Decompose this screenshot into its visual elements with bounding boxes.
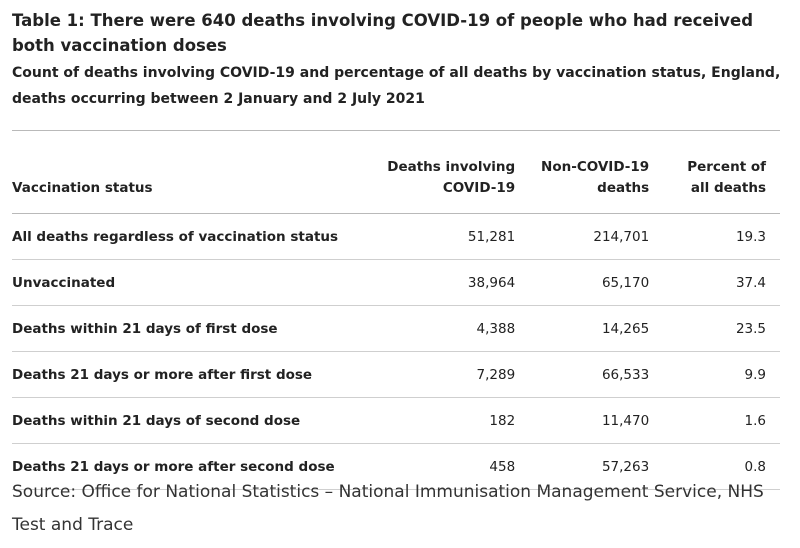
row-percent: 19.3	[649, 213, 780, 260]
table-row: Deaths within 21 days of first dose 4,38…	[12, 305, 780, 352]
row-covid-deaths: 51,281	[361, 213, 516, 260]
column-header-non-covid-deaths-label: Non-COVID-19 deaths	[541, 159, 650, 196]
row-status: Unvaccinated	[12, 259, 362, 306]
row-status: All deaths regardless of vaccination sta…	[12, 213, 362, 260]
row-status: Deaths 21 days or more after second dose	[12, 443, 362, 490]
row-percent: 0.8	[649, 443, 780, 490]
row-non-covid-deaths: 14,265	[515, 305, 650, 352]
row-percent: 1.6	[649, 397, 780, 444]
row-percent: 23.5	[649, 305, 780, 352]
row-percent: 9.9	[649, 351, 780, 398]
source-note: Source: Office for National Statistics –…	[12, 482, 764, 535]
row-covid-deaths: 182	[361, 397, 516, 444]
row-covid-deaths: 4,388	[361, 305, 516, 352]
row-status: Deaths 21 days or more after first dose	[12, 351, 362, 398]
row-non-covid-deaths: 214,701	[515, 213, 650, 260]
table-row: Deaths 21 days or more after second dose…	[12, 443, 780, 490]
row-covid-deaths: 458	[361, 443, 516, 490]
table-row: Deaths within 21 days of second dose 182…	[12, 397, 780, 444]
deaths-table: Vaccination status Deaths involving COVI…	[12, 130, 780, 490]
column-header-percent-label: Percent of all deaths	[687, 159, 766, 196]
column-header-covid-deaths-label: Deaths involving COVID-19	[387, 159, 516, 196]
row-status: Deaths within 21 days of first dose	[12, 305, 362, 352]
row-covid-deaths: 38,964	[361, 259, 516, 306]
column-header-percent: Percent of all deaths	[649, 130, 780, 214]
table-subtitle: Count of deaths involving COVID-19 and p…	[12, 65, 781, 107]
row-covid-deaths: 7,289	[361, 351, 516, 398]
row-status: Deaths within 21 days of second dose	[12, 397, 362, 444]
column-header-covid-deaths: Deaths involving COVID-19	[361, 130, 516, 214]
row-non-covid-deaths: 65,170	[515, 259, 650, 306]
table-title: Table 1: There were 640 deaths involving…	[12, 11, 754, 55]
column-header-status: Vaccination status	[12, 130, 362, 214]
row-non-covid-deaths: 57,263	[515, 443, 650, 490]
row-non-covid-deaths: 66,533	[515, 351, 650, 398]
row-percent: 37.4	[649, 259, 780, 306]
header-row: Vaccination status Deaths involving COVI…	[12, 130, 780, 214]
column-header-non-covid-deaths: Non-COVID-19 deaths	[515, 130, 650, 214]
table-row: Unvaccinated 38,964 65,170 37.4	[12, 259, 780, 306]
row-non-covid-deaths: 11,470	[515, 397, 650, 444]
table-header: Vaccination status Deaths involving COVI…	[12, 130, 780, 214]
table-row: Deaths 21 days or more after first dose …	[12, 351, 780, 398]
table-body: All deaths regardless of vaccination sta…	[12, 213, 780, 490]
table-row: All deaths regardless of vaccination sta…	[12, 213, 780, 260]
